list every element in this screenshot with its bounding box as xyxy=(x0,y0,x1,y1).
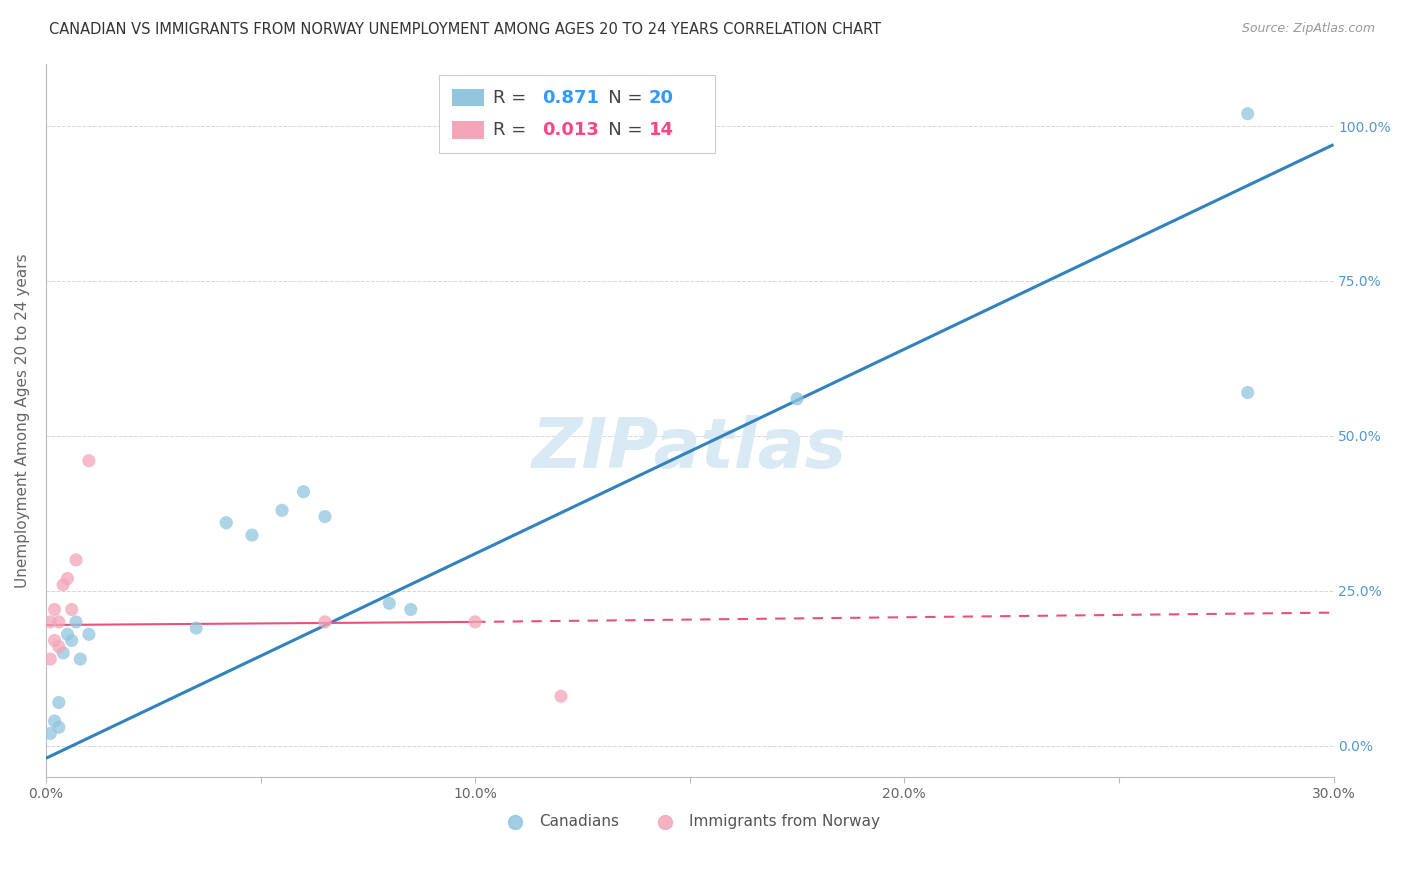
Point xyxy=(60,633,83,648)
Point xyxy=(271,503,294,517)
Point xyxy=(56,627,79,641)
Point xyxy=(786,392,808,406)
Point xyxy=(65,553,87,567)
Point xyxy=(39,652,62,666)
Point xyxy=(48,615,70,629)
Point xyxy=(65,615,87,629)
Point xyxy=(1236,106,1258,120)
Point xyxy=(186,621,208,635)
Point xyxy=(550,690,572,704)
Point xyxy=(44,714,66,728)
Point xyxy=(77,627,100,641)
Text: 0.013: 0.013 xyxy=(541,121,599,139)
Point xyxy=(52,646,75,660)
FancyBboxPatch shape xyxy=(451,121,484,139)
Text: N =: N = xyxy=(591,121,648,139)
Point xyxy=(60,602,83,616)
Point xyxy=(44,602,66,616)
Point xyxy=(56,572,79,586)
Point xyxy=(44,633,66,648)
Text: CANADIAN VS IMMIGRANTS FROM NORWAY UNEMPLOYMENT AMONG AGES 20 TO 24 YEARS CORREL: CANADIAN VS IMMIGRANTS FROM NORWAY UNEMP… xyxy=(49,22,882,37)
Point xyxy=(399,602,422,616)
Point xyxy=(240,528,263,542)
Point xyxy=(69,652,91,666)
Text: ZIPatlas: ZIPatlas xyxy=(533,416,848,483)
Y-axis label: Unemployment Among Ages 20 to 24 years: Unemployment Among Ages 20 to 24 years xyxy=(15,253,30,588)
Point xyxy=(52,578,75,592)
Point xyxy=(39,615,62,629)
Point xyxy=(464,615,486,629)
Text: Source: ZipAtlas.com: Source: ZipAtlas.com xyxy=(1241,22,1375,36)
FancyBboxPatch shape xyxy=(439,75,716,153)
Legend: Canadians, Immigrants from Norway: Canadians, Immigrants from Norway xyxy=(494,807,886,835)
Point xyxy=(378,596,401,610)
Point xyxy=(292,484,315,499)
Point xyxy=(39,726,62,740)
Point xyxy=(314,615,336,629)
Point xyxy=(314,509,336,524)
Point xyxy=(215,516,238,530)
Text: 14: 14 xyxy=(648,121,673,139)
Point xyxy=(48,696,70,710)
Point xyxy=(77,454,100,468)
FancyBboxPatch shape xyxy=(451,88,484,106)
Text: 20: 20 xyxy=(648,88,673,106)
Text: R =: R = xyxy=(492,88,531,106)
Text: 0.871: 0.871 xyxy=(541,88,599,106)
Text: N =: N = xyxy=(591,88,648,106)
Point xyxy=(1236,385,1258,400)
Text: R =: R = xyxy=(492,121,531,139)
Point xyxy=(48,720,70,734)
Point xyxy=(48,640,70,654)
